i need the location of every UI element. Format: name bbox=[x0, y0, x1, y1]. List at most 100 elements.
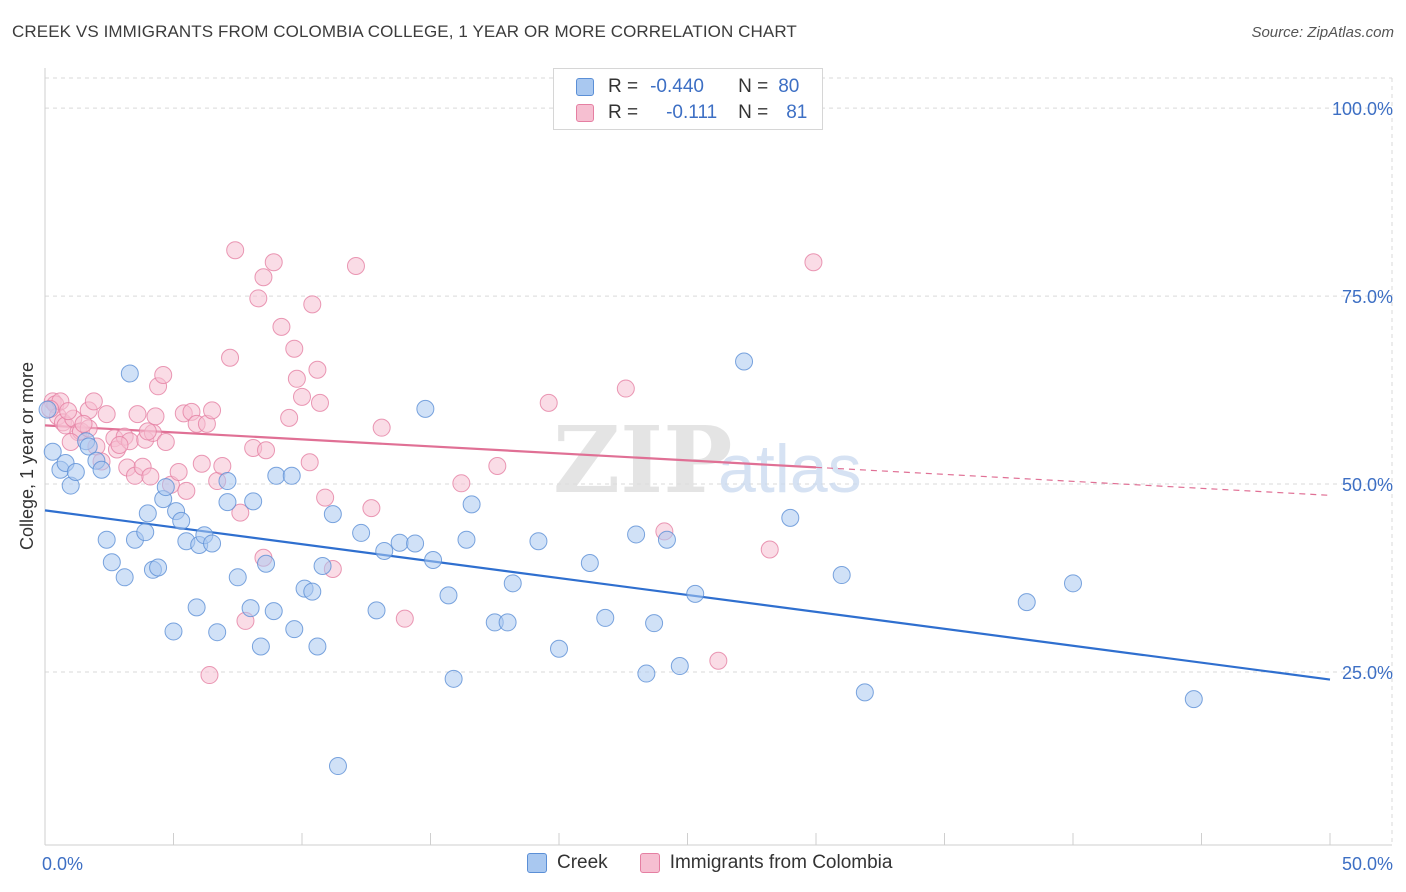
watermark-zip: ZIP bbox=[553, 406, 732, 514]
colombia-swatch-icon bbox=[639, 853, 660, 873]
trend-line-colombia bbox=[44, 424, 817, 469]
creek-point bbox=[120, 364, 139, 383]
creek-point bbox=[228, 568, 247, 587]
creek-point bbox=[416, 399, 435, 418]
colombia-point bbox=[285, 339, 304, 358]
creek-point bbox=[115, 568, 134, 587]
creek-point bbox=[313, 557, 332, 576]
creek-point bbox=[406, 534, 425, 553]
creek-point bbox=[218, 472, 237, 491]
colombia-point bbox=[316, 488, 335, 507]
creek-point bbox=[686, 584, 705, 603]
creek-point bbox=[352, 523, 371, 542]
correlation-legend: R = -0.440 N = 80 R = -0.111 N = 81 bbox=[553, 68, 823, 130]
creek-point bbox=[550, 639, 568, 658]
creek-point bbox=[498, 613, 517, 632]
colombia-point bbox=[804, 253, 823, 272]
colombia-point bbox=[213, 457, 232, 476]
data-points bbox=[38, 241, 1203, 776]
x-tick-label: 0.0% bbox=[42, 854, 83, 874]
colombia-point bbox=[264, 253, 283, 272]
axes bbox=[44, 68, 1392, 846]
colombia-point bbox=[272, 317, 291, 336]
creek-point bbox=[267, 466, 286, 485]
creek-point bbox=[580, 554, 599, 573]
tick-labels: 25.0% 50.0% 75.0% 100.0% 0.0% 50.0% bbox=[42, 99, 1393, 874]
legend-row-colombia: R = -0.111 N = 81 bbox=[576, 100, 807, 126]
creek-point bbox=[164, 622, 183, 641]
creek-point bbox=[462, 495, 481, 514]
creek-point bbox=[637, 664, 656, 683]
creek-point bbox=[241, 599, 260, 618]
colombia-point bbox=[192, 454, 211, 473]
colombia-point bbox=[362, 499, 381, 518]
series-legend: Creek Immigrants from Colombia bbox=[527, 852, 924, 874]
legend-label-colombia: Immigrants from Colombia bbox=[669, 852, 893, 873]
colombia-point bbox=[61, 432, 80, 451]
watermark-atlas: atlas bbox=[718, 431, 862, 507]
colombia-point bbox=[280, 408, 299, 427]
chart-title: CREEK VS IMMIGRANTS FROM COLOMBIA COLLEG… bbox=[12, 22, 797, 41]
colombia-point bbox=[488, 457, 507, 476]
y-tick-label: 25.0% bbox=[1342, 663, 1393, 683]
creek-point bbox=[218, 493, 237, 512]
creek-point bbox=[187, 598, 206, 617]
colombia-point bbox=[97, 405, 116, 424]
colombia-point bbox=[110, 435, 129, 454]
creek-point bbox=[424, 551, 443, 570]
creek-point bbox=[503, 574, 522, 593]
legend-item-creek: Creek bbox=[527, 852, 608, 874]
creek-point bbox=[136, 523, 155, 542]
creek-point bbox=[645, 614, 664, 633]
y-tick-label: 100.0% bbox=[1332, 99, 1393, 119]
creek-point bbox=[1064, 574, 1082, 593]
creek-swatch-icon bbox=[527, 853, 547, 873]
creek-point bbox=[1017, 593, 1036, 612]
legend-n-value-colombia: 81 bbox=[786, 102, 808, 123]
creek-point bbox=[257, 554, 276, 573]
colombia-point bbox=[303, 295, 322, 314]
creek-point bbox=[367, 601, 386, 620]
creek-point bbox=[138, 504, 157, 523]
y-tick-label: 75.0% bbox=[1342, 287, 1393, 307]
creek-point bbox=[172, 511, 191, 530]
creek-point bbox=[457, 530, 476, 549]
legend-item-colombia: Immigrants from Colombia bbox=[639, 852, 893, 874]
colombia-point bbox=[308, 360, 327, 379]
creek-point bbox=[670, 657, 689, 676]
y-axis-label: College, 1 year or more bbox=[17, 362, 37, 550]
creek-point bbox=[92, 460, 111, 479]
legend-r-value-creek: -0.440 bbox=[650, 76, 704, 97]
creek-point bbox=[781, 508, 800, 527]
colombia-point bbox=[709, 651, 728, 670]
colombia-point bbox=[760, 540, 779, 559]
colombia-point bbox=[616, 379, 635, 398]
colombia-point bbox=[395, 609, 414, 628]
creek-point bbox=[203, 534, 222, 553]
legend-r-label: R = bbox=[608, 76, 639, 97]
creek-point bbox=[375, 541, 394, 560]
creek-swatch-icon bbox=[576, 78, 594, 96]
colombia-point bbox=[138, 422, 157, 441]
colombia-point bbox=[200, 666, 219, 685]
creek-point bbox=[308, 637, 327, 656]
colombia-point bbox=[300, 453, 319, 472]
colombia-point bbox=[156, 432, 175, 451]
creek-point bbox=[529, 532, 548, 551]
colombia-point bbox=[169, 463, 188, 482]
creek-point bbox=[264, 602, 283, 621]
colombia-point bbox=[372, 418, 391, 437]
legend-label-creek: Creek bbox=[557, 852, 608, 873]
x-tick-label: 50.0% bbox=[1342, 854, 1393, 874]
creek-point bbox=[855, 683, 874, 702]
creek-point bbox=[208, 623, 227, 642]
creek-point bbox=[244, 492, 263, 511]
creek-point bbox=[102, 553, 121, 572]
creek-point bbox=[596, 608, 615, 627]
legend-row-creek: R = -0.440 N = 80 bbox=[576, 74, 799, 100]
colombia-point bbox=[74, 414, 93, 433]
creek-point bbox=[251, 637, 270, 656]
colombia-point bbox=[226, 241, 245, 260]
legend-r-value-colombia: -0.111 bbox=[666, 102, 718, 123]
